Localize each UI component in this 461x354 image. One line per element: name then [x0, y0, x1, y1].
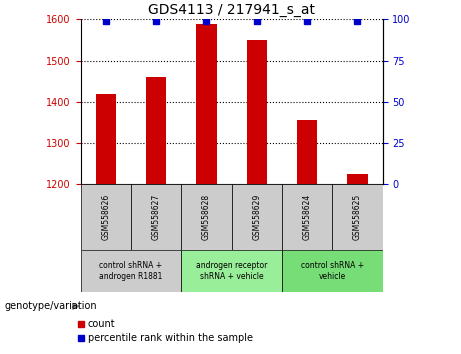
Text: genotype/variation: genotype/variation [5, 301, 97, 311]
Bar [282, 250, 383, 292]
Text: control shRNA +
vehicle: control shRNA + vehicle [301, 261, 364, 280]
Bar [146, 77, 166, 184]
Bar [332, 184, 383, 250]
Bar [282, 184, 332, 250]
Text: GSM558626: GSM558626 [101, 194, 110, 240]
Bar [96, 93, 116, 184]
Bar [181, 184, 231, 250]
Text: count: count [88, 319, 115, 329]
Text: GSM558625: GSM558625 [353, 194, 362, 240]
Text: control shRNA +
androgen R1881: control shRNA + androgen R1881 [99, 261, 163, 280]
Bar [131, 184, 181, 250]
Bar [181, 250, 282, 292]
Bar [231, 184, 282, 250]
Text: GSM558624: GSM558624 [302, 194, 312, 240]
Text: GSM558628: GSM558628 [202, 194, 211, 240]
Text: GSM558627: GSM558627 [152, 194, 161, 240]
Bar [81, 184, 131, 250]
Bar [297, 120, 317, 184]
Title: GDS4113 / 217941_s_at: GDS4113 / 217941_s_at [148, 3, 315, 17]
Bar [196, 24, 217, 184]
Text: GSM558629: GSM558629 [252, 194, 261, 240]
Bar [348, 174, 367, 184]
Text: percentile rank within the sample: percentile rank within the sample [88, 333, 253, 343]
Bar [81, 250, 181, 292]
Text: androgen receptor
shRNA + vehicle: androgen receptor shRNA + vehicle [196, 261, 267, 280]
Bar [247, 40, 267, 184]
